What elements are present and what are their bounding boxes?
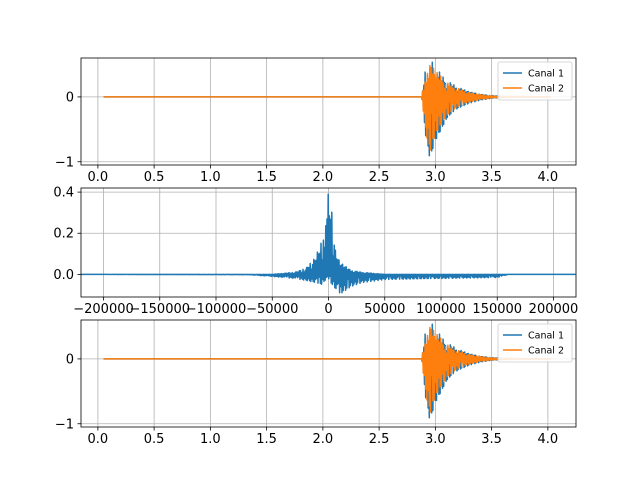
series-line-canal-2 (103, 64, 552, 151)
x-tick-label: 3.0 (425, 432, 446, 447)
x-tick-label: 50000 (364, 302, 405, 317)
x-tick-label: 4.0 (538, 432, 559, 447)
x-tick-label: 150000 (472, 302, 522, 317)
y-tick-label: 0.2 (53, 227, 74, 242)
x-tick-label: 2.0 (313, 170, 334, 185)
x-tick-label: 0.5 (144, 432, 165, 447)
x-tick-label: 0 (324, 302, 332, 317)
x-tick-label: −150000 (129, 302, 190, 317)
x-tick-label: 2.5 (369, 432, 390, 447)
x-tick-label: 100000 (416, 302, 466, 317)
x-tick-label: 3.0 (425, 170, 446, 185)
y-tick-label: −1 (55, 417, 74, 432)
series-line-canal-2 (103, 326, 552, 413)
series-line-correlation (81, 193, 576, 294)
axes-frame (80, 319, 577, 428)
x-tick-label: 0.0 (88, 432, 109, 447)
x-tick-label: 1.5 (256, 170, 277, 185)
series-group (103, 323, 552, 419)
series-group (81, 193, 576, 294)
x-tick-label: 0.5 (144, 170, 165, 185)
y-tick-label: −1 (55, 155, 74, 170)
legend-label: Canal 1 (528, 69, 564, 80)
x-tick-label: 2.5 (369, 170, 390, 185)
axes-frame (80, 57, 577, 166)
x-tick-label: −50000 (246, 302, 298, 317)
y-tick-label: 0.0 (53, 268, 74, 283)
axes-middle-correlation: −200000−150000−100000 −50000 0 50000 100000 1… (53, 186, 578, 317)
series-group (103, 61, 552, 157)
legend-label: Canal 2 (528, 84, 564, 95)
y-tick-label: 0 (66, 352, 74, 367)
x-tick-label: 3.5 (481, 432, 502, 447)
legend-label: Canal 2 (528, 346, 564, 357)
legend-label: Canal 1 (528, 331, 564, 342)
y-tick-label: 0 (66, 90, 74, 105)
x-tick-label: −100000 (186, 302, 247, 317)
legend: Canal 1 Canal 2 (497, 323, 573, 363)
x-tick-label: 1.0 (200, 432, 221, 447)
x-tick-label: 3.5 (481, 170, 502, 185)
x-tick-label: 2.0 (313, 432, 334, 447)
x-tick-label: −200000 (73, 302, 134, 317)
x-tick-label: 200000 (529, 302, 579, 317)
legend-box (497, 61, 573, 101)
legend-box (497, 323, 573, 363)
x-tick-label: 1.5 (256, 432, 277, 447)
x-tick-label: 0.0 (88, 170, 109, 185)
legend: Canal 1 Canal 2 (497, 61, 573, 101)
x-tick-label: 4.0 (538, 170, 559, 185)
y-tick-label: 0.4 (53, 186, 74, 201)
x-tick-label: 1.0 (200, 170, 221, 185)
